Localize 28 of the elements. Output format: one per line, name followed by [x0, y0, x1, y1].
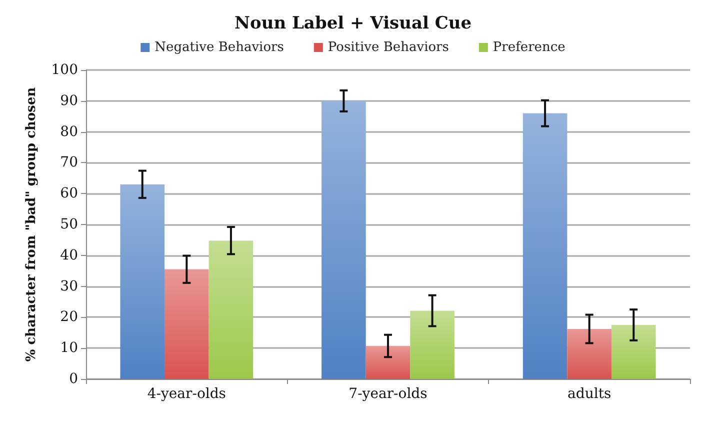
y-tick-label: 20: [60, 309, 78, 326]
legend-label: Positive Behaviors: [328, 40, 449, 55]
x-tick-label: 7-year-olds: [348, 386, 428, 402]
bar: [120, 184, 165, 379]
bar: [522, 113, 568, 379]
y-tick-label: 70: [60, 154, 78, 171]
y-tick-label: 40: [60, 247, 78, 264]
y-tick-label: 50: [60, 216, 78, 232]
legend-label: Negative Behaviors: [154, 40, 284, 55]
chart-title: Noun Label + Visual Cue: [234, 14, 472, 34]
y-tick-label: 0: [69, 371, 78, 387]
y-axis-title: % character from "bad" group chosen: [24, 86, 39, 362]
y-tick-label: 10: [60, 340, 78, 356]
bar: [410, 310, 454, 379]
bar: [208, 240, 254, 379]
x-tick-label: adults: [568, 386, 612, 402]
bar: [366, 346, 410, 379]
y-tick-label: 30: [60, 278, 78, 294]
bar: [164, 269, 209, 379]
bar: [611, 324, 656, 379]
y-tick-label: 60: [60, 186, 78, 202]
x-tick-label: 4-year-olds: [147, 386, 226, 402]
y-tick-label: 100: [51, 62, 78, 78]
bar: [567, 328, 612, 379]
bar: [322, 100, 366, 379]
legend-label: Preference: [492, 40, 566, 55]
y-tick-label: 80: [60, 124, 78, 140]
y-tick-label: 90: [60, 92, 78, 109]
